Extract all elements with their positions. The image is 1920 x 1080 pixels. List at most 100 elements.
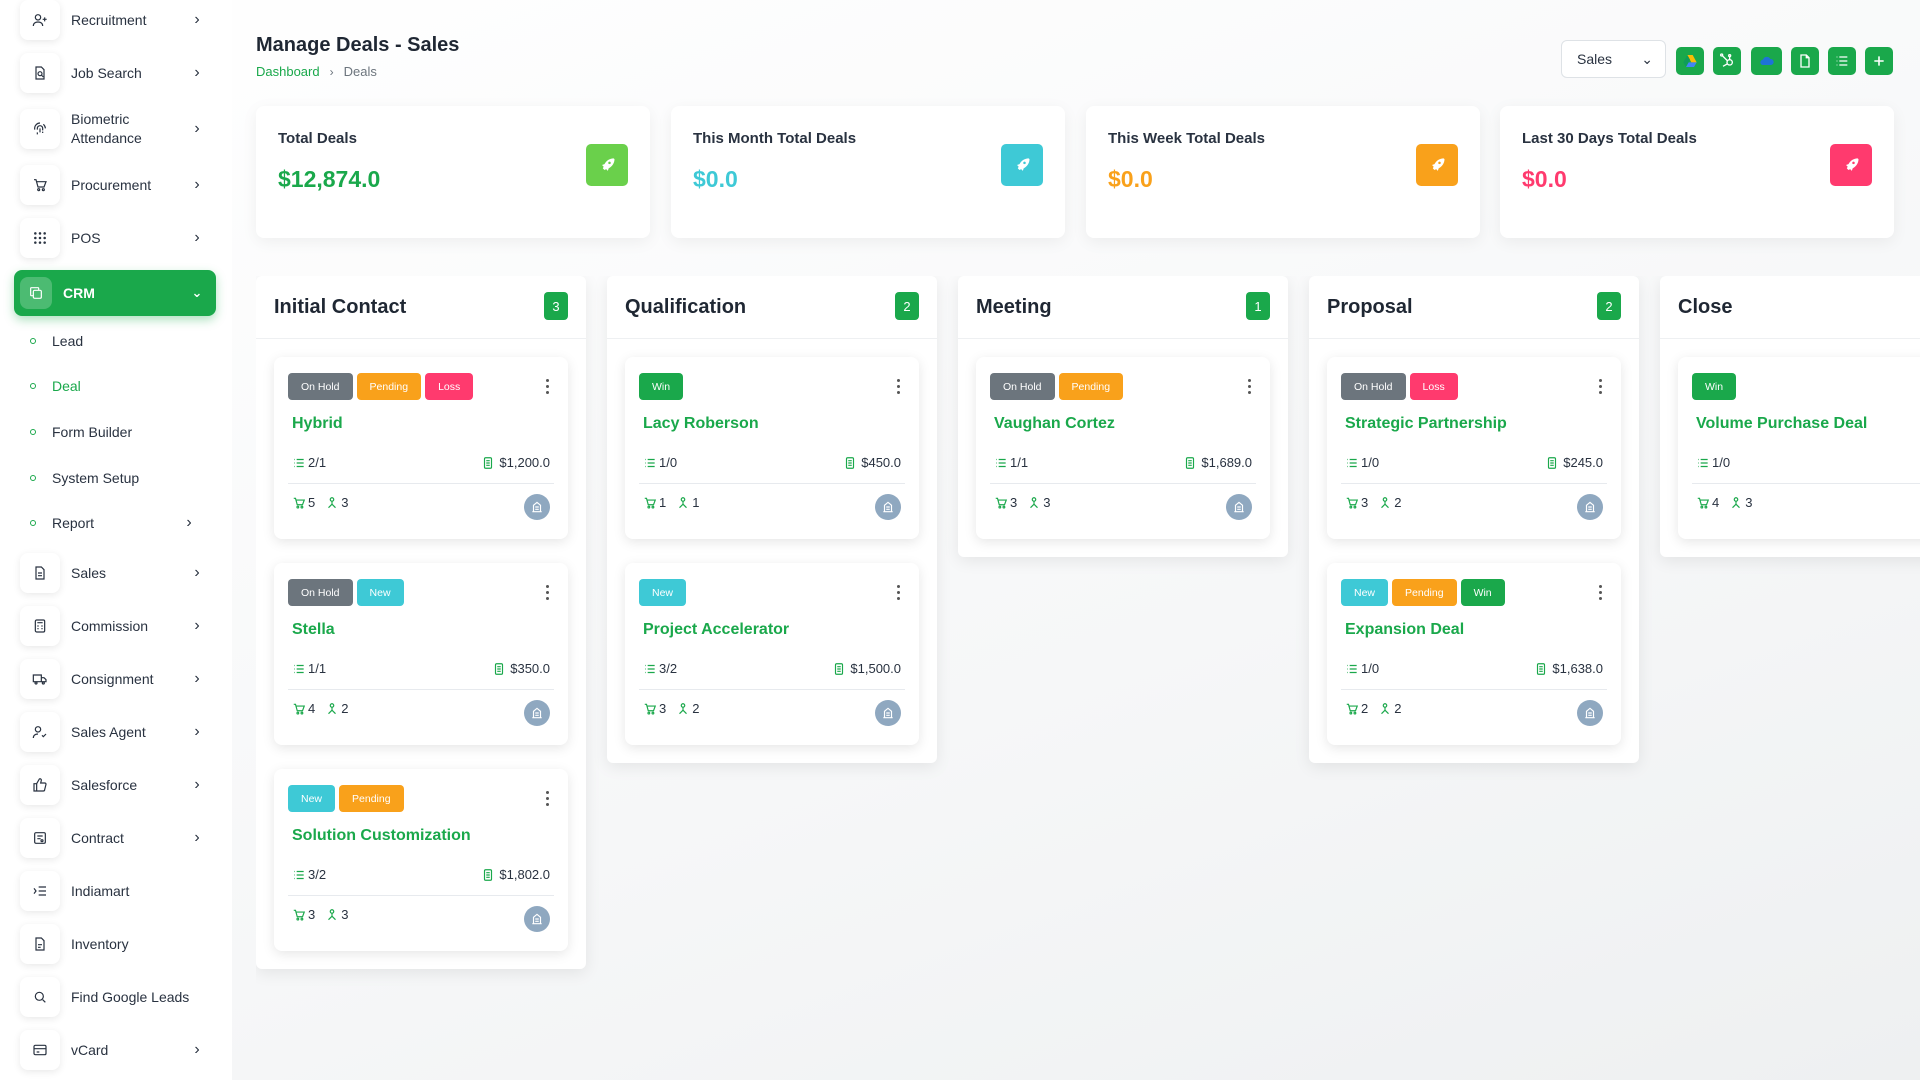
product-count-value: 5 xyxy=(308,495,316,510)
more-options-icon[interactable] xyxy=(546,791,550,806)
sidebar-item-salesforce[interactable]: Salesforce › xyxy=(14,760,216,810)
deal-card[interactable]: New Pending Win Expansion Deal 1/0 $1,638.0 2 2 xyxy=(1327,563,1621,745)
cloud-icon xyxy=(1759,56,1774,65)
kanban-column: Qualification 2 Win Lacy Roberson 1/0 $450.0 1… xyxy=(607,276,937,763)
fingerprint-icon xyxy=(20,109,60,149)
sidebar-item-label: Sales xyxy=(71,564,107,581)
sidebar-item-find-google-leads[interactable]: Find Google Leads xyxy=(14,972,216,1022)
google-drive-button[interactable] xyxy=(1676,47,1704,75)
task-count: 2/1 xyxy=(308,455,327,470)
deal-name-link[interactable]: Project Accelerator xyxy=(643,621,790,638)
more-options-icon[interactable] xyxy=(1599,585,1603,600)
deal-card[interactable]: New Project Accelerator 3/2 $1,500.0 3 2 xyxy=(625,563,919,745)
export-document-button[interactable] xyxy=(1791,47,1819,75)
deal-status-badges: Win xyxy=(1692,373,1737,400)
deal-card[interactable]: Win Lacy Roberson 1/0 $450.0 1 1 xyxy=(625,357,919,539)
sidebar-item-inventory[interactable]: Inventory xyxy=(14,919,216,969)
subitem-label: System Setup xyxy=(52,470,140,486)
more-options-icon[interactable] xyxy=(897,585,901,600)
deal-name-link[interactable]: Strategic Partnership xyxy=(1345,415,1507,432)
kanban-column: Meeting 1 On Hold Pending Vaughan Cortez 1/1 $… xyxy=(958,276,1288,557)
deal-card[interactable]: On Hold New Stella 1/1 $350.0 4 2 xyxy=(274,563,568,745)
deal-name-link[interactable]: Expansion Deal xyxy=(1345,621,1465,638)
more-options-icon[interactable] xyxy=(546,585,550,600)
more-options-icon[interactable] xyxy=(1248,379,1252,394)
sidebar-item-label: Procurement xyxy=(71,176,152,193)
kanban-column: Close Win Volume Purchase Deal 1/0 4 3 xyxy=(1660,276,1920,557)
deal-card[interactable]: On Hold Pending Loss Hybrid 2/1 $1,200.0 5 3 xyxy=(274,357,568,539)
users-icon xyxy=(1381,496,1390,508)
user-count-value: 3 xyxy=(1043,495,1051,510)
bullet-icon xyxy=(30,520,36,526)
deal-name-link[interactable]: Stella xyxy=(292,621,335,638)
sidebar-subitem-form-builder[interactable]: Form Builder xyxy=(30,417,210,447)
sidebar-item-crm[interactable]: CRM ⌄ xyxy=(14,270,216,316)
stat-value: $0.0 xyxy=(693,166,738,192)
avatar xyxy=(1226,494,1252,520)
column-header: Meeting 1 xyxy=(958,276,1288,339)
column-title: Close xyxy=(1678,296,1733,318)
user-count-value: 2 xyxy=(341,701,349,716)
status-badge: On Hold xyxy=(288,579,353,606)
onedrive-button[interactable] xyxy=(1751,47,1782,75)
more-options-icon[interactable] xyxy=(1599,379,1603,394)
sidebar-item-sales[interactable]: Sales › xyxy=(14,548,216,598)
sidebar-subitem-report[interactable]: Report › xyxy=(30,508,210,538)
sidebar-item-label: Consignment xyxy=(71,670,154,687)
deal-status-badges: Win xyxy=(639,373,684,400)
stat-label: Total Deals xyxy=(278,130,357,147)
sidebar-item-pos[interactable]: POS › xyxy=(14,213,216,263)
sidebar-subitem-lead[interactable]: Lead xyxy=(30,326,210,356)
divider xyxy=(288,483,554,484)
sidebar-item-procurement[interactable]: Procurement › xyxy=(14,160,216,210)
deal-name-link[interactable]: Vaughan Cortez xyxy=(994,415,1115,432)
deal-card[interactable]: On Hold Pending Vaughan Cortez 1/1 $1,689.0 3… xyxy=(976,357,1270,539)
rocket-icon xyxy=(1001,144,1043,186)
task-count: 1/0 xyxy=(1361,455,1380,470)
pipeline-select[interactable]: Sales ⌄ xyxy=(1561,40,1666,78)
sidebar-item-label: Sales Agent xyxy=(71,723,146,740)
deal-name-link[interactable]: Volume Purchase Deal xyxy=(1696,415,1868,432)
divider xyxy=(1341,483,1607,484)
column-header: Close xyxy=(1660,276,1920,339)
sidebar-item-sales-agent[interactable]: Sales Agent › xyxy=(14,707,216,757)
sidebar-subitem-system-setup[interactable]: System Setup xyxy=(30,463,210,493)
status-badge: New xyxy=(639,579,687,606)
task-list-icon xyxy=(294,458,304,467)
divider xyxy=(990,483,1256,484)
deal-tasks: 1/0 xyxy=(1345,661,1379,676)
user-count-value: 3 xyxy=(341,907,349,922)
users-icon xyxy=(328,908,337,920)
more-options-icon[interactable] xyxy=(546,379,550,394)
deal-status-badges: On Hold Pending xyxy=(990,373,1124,400)
sidebar: Recruitment › Job Search › Biometric Att… xyxy=(0,0,232,1080)
sidebar-item-consignment[interactable]: Consignment › xyxy=(14,654,216,704)
price-value: $1,500.0 xyxy=(850,661,901,676)
sidebar-item-job-search[interactable]: Job Search › xyxy=(14,48,216,98)
deal-name-link[interactable]: Hybrid xyxy=(292,415,343,432)
deal-card[interactable]: Win Volume Purchase Deal 1/0 4 3 xyxy=(1678,357,1920,539)
deal-card[interactable]: New Pending Solution Customization 3/2 $1,80… xyxy=(274,769,568,951)
sidebar-item-indiamart[interactable]: Indiamart xyxy=(14,866,216,916)
more-options-icon[interactable] xyxy=(897,379,901,394)
sidebar-item-contract[interactable]: Contract › xyxy=(14,813,216,863)
list-view-button[interactable] xyxy=(1828,47,1856,75)
hubspot-button[interactable] xyxy=(1713,47,1741,75)
avatar xyxy=(875,700,901,726)
cart-icon xyxy=(1346,703,1359,715)
deal-name-link[interactable]: Solution Customization xyxy=(292,827,471,844)
deal-name-link[interactable]: Lacy Roberson xyxy=(643,415,759,432)
add-deal-button[interactable] xyxy=(1865,47,1893,75)
breadcrumb-dashboard-link[interactable]: Dashboard xyxy=(256,64,320,79)
sidebar-item-recruitment[interactable]: Recruitment › xyxy=(14,0,216,45)
sidebar-item-vcard[interactable]: vCard › xyxy=(14,1025,216,1075)
sidebar-item-commission[interactable]: Commission › xyxy=(14,601,216,651)
sidebar-item-biometric-attendance[interactable]: Biometric Attendance › xyxy=(14,104,216,154)
user-count-value: 2 xyxy=(692,701,700,716)
deal-card[interactable]: On Hold Loss Strategic Partnership 1/0 $245.… xyxy=(1327,357,1621,539)
task-list-icon xyxy=(996,458,1006,467)
divider xyxy=(1341,689,1607,690)
sidebar-subitem-deal[interactable]: Deal xyxy=(30,371,210,401)
